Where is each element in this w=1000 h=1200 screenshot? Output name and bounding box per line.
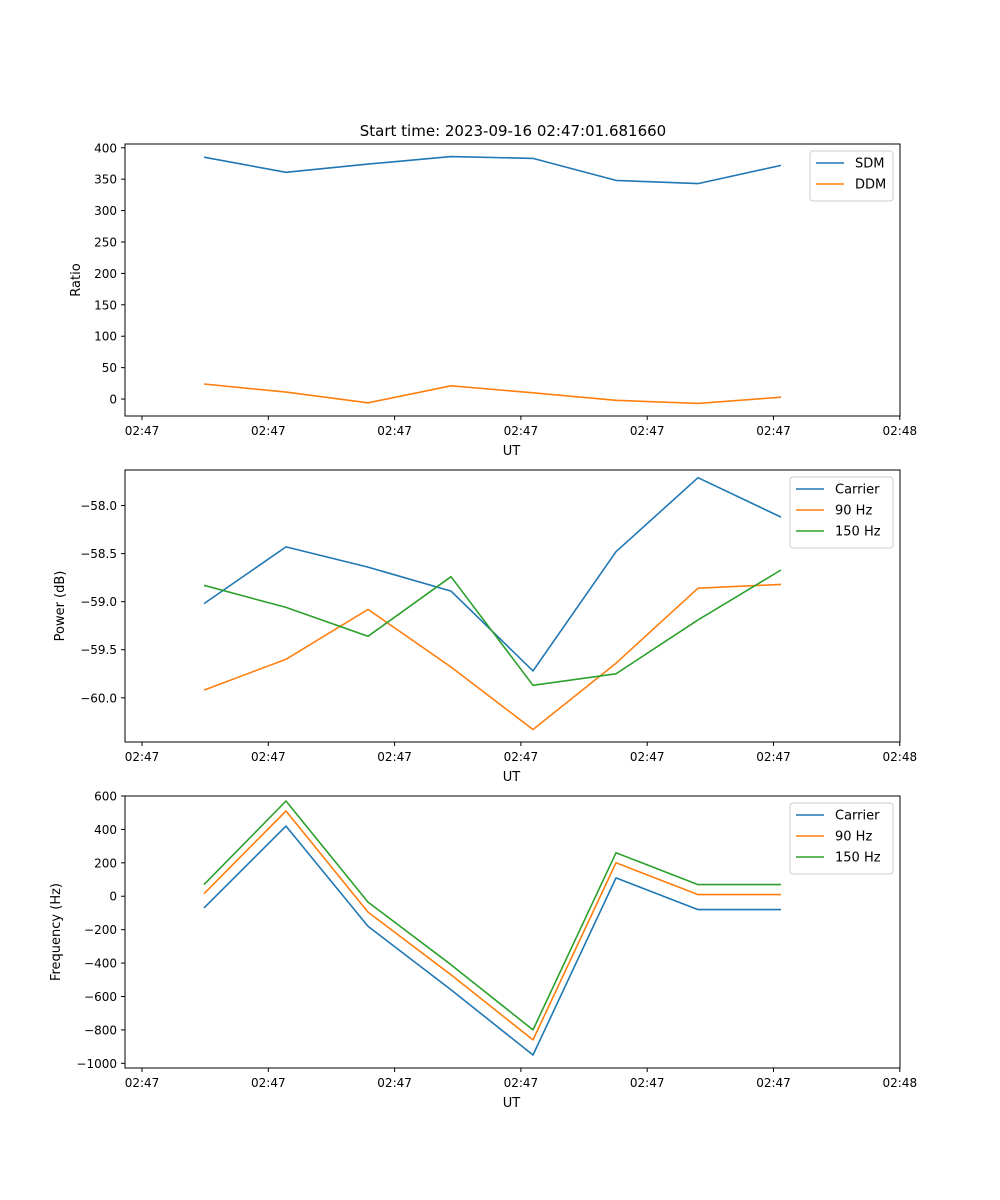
series-line-150-hz: [203, 569, 782, 687]
ratio-panel: 02:47 02:47 02:47 02:47 02:47 02:47 02:48 UT 0 50…: [69, 141, 917, 459]
x-tick-label: 02:47: [251, 424, 286, 438]
y-tick-label: −59.5: [80, 643, 117, 657]
x-tick-label: 02:47: [630, 750, 665, 764]
figure-title: Start time: 2023-09-16 02:47:01.681660: [360, 122, 666, 140]
y-tick-label: −59.0: [80, 595, 117, 609]
series-line-sdm: [203, 155, 782, 185]
x-tick-label: 02:47: [504, 424, 539, 438]
series-line-90-hz: [203, 583, 782, 731]
y-tick-label: 350: [94, 173, 117, 187]
y-axis-label: Power (dB): [53, 571, 68, 642]
x-tick-label: 02:48: [883, 424, 918, 438]
x-tick-label: 02:48: [883, 1076, 918, 1090]
x-axis-label: UT: [503, 770, 521, 785]
x-tick-label: 02:47: [251, 750, 286, 764]
legend-label: SDM: [855, 157, 884, 172]
legend-label: Carrier: [835, 809, 880, 824]
y-tick-label: 0: [109, 890, 117, 904]
y-axis-label: Ratio: [69, 263, 84, 296]
y-tick-label: 250: [94, 235, 117, 249]
x-tick-label: 02:47: [377, 1076, 412, 1090]
y-tick-label: 400: [94, 141, 117, 155]
x-tick-label: 02:47: [630, 1076, 665, 1090]
series-line-ddm: [203, 383, 782, 405]
y-tick-label: 100: [94, 330, 117, 344]
legend-label: 90 Hz: [835, 830, 872, 845]
y-tick-label: 300: [94, 204, 117, 218]
series-line-150-hz: [203, 800, 781, 1031]
y-tick-label: −1000: [76, 1057, 117, 1071]
x-tick-label: 02:47: [377, 424, 412, 438]
axes-frame: [124, 469, 901, 743]
series-line-carrier: [203, 825, 781, 1056]
y-tick-label: 150: [94, 298, 117, 312]
x-tick-label: 02:47: [251, 1076, 286, 1090]
legend-label: 150 Hz: [835, 851, 881, 866]
y-tick-label: −400: [84, 957, 117, 971]
x-tick-label: 02:47: [125, 750, 160, 764]
legend-label: Carrier: [835, 483, 880, 498]
y-tick-label: 400: [94, 823, 117, 837]
x-axis-label: UT: [503, 444, 521, 459]
x-tick-label: 02:47: [630, 424, 665, 438]
x-tick-label: 02:47: [377, 750, 412, 764]
axes-frame: [124, 143, 901, 417]
y-tick-label: 50: [102, 361, 117, 375]
y-tick-label: 600: [94, 790, 117, 804]
x-tick-label: 02:47: [756, 424, 791, 438]
y-tick-label: 0: [109, 393, 117, 407]
y-tick-label: 200: [94, 856, 117, 870]
axes-frame: [124, 795, 901, 1069]
x-tick-label: 02:47: [125, 424, 160, 438]
y-tick-label: −600: [84, 990, 117, 1004]
legend-label: 150 Hz: [835, 525, 881, 540]
x-tick-label: 02:47: [504, 1076, 539, 1090]
y-tick-label: −800: [84, 1023, 117, 1037]
series-line-90-hz: [203, 810, 781, 1041]
x-tick-label: 02:47: [125, 1076, 160, 1090]
y-tick-label: −58.5: [80, 547, 117, 561]
series-line-carrier: [203, 476, 782, 672]
y-axis-label: Frequency (Hz): [49, 883, 64, 981]
legend-label: 90 Hz: [835, 504, 872, 519]
x-tick-label: 02:48: [883, 750, 918, 764]
x-axis-label: UT: [503, 1096, 521, 1111]
legend-label: DDM: [855, 178, 886, 193]
y-tick-label: −58.0: [80, 499, 117, 513]
x-tick-label: 02:47: [504, 750, 539, 764]
x-tick-label: 02:47: [756, 750, 791, 764]
y-tick-label: 200: [94, 267, 117, 281]
power-panel: 02:47 02:47 02:47 02:47 02:47 02:47 02:48 UT −60…: [53, 469, 918, 785]
x-tick-label: 02:47: [756, 1076, 791, 1090]
y-tick-label: −60.0: [80, 691, 117, 705]
frequency-panel: 02:47 02:47 02:47 02:47 02:47 02:47 02:48 UT −10…: [49, 790, 917, 1112]
y-tick-label: −200: [84, 923, 117, 937]
